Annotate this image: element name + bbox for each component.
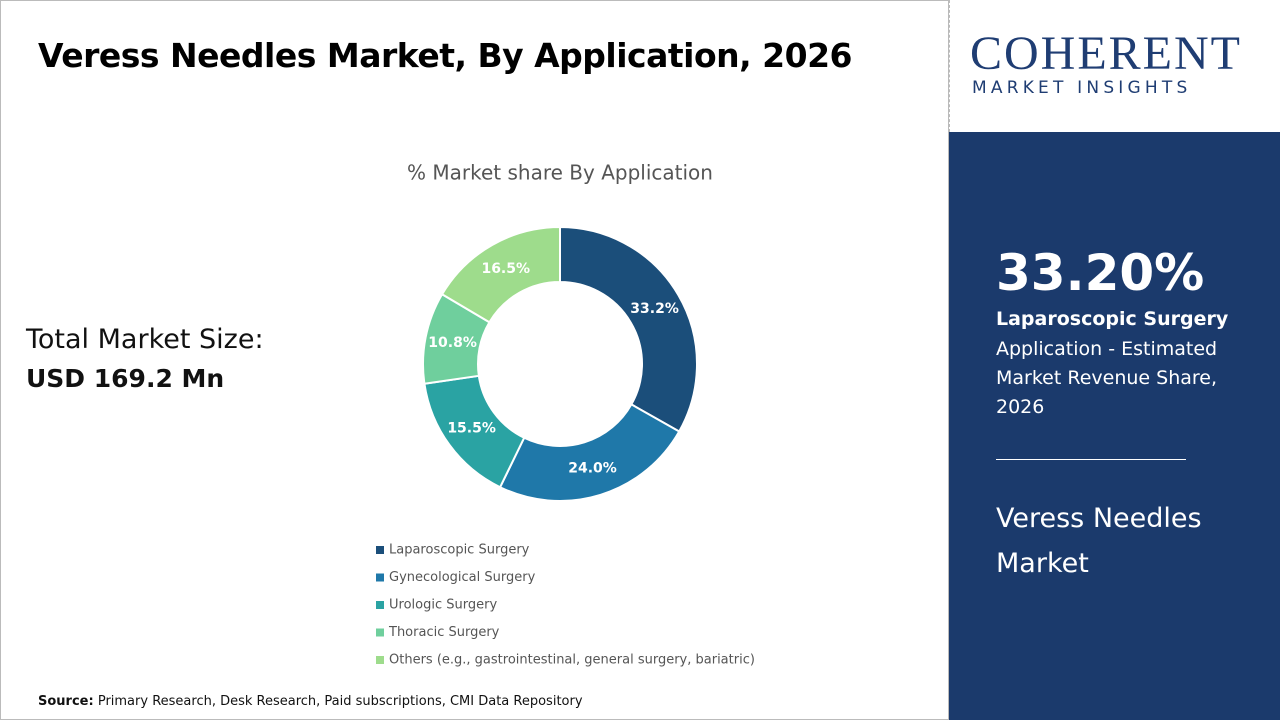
data-label: 15.5% (447, 421, 496, 437)
legend-swatch (376, 573, 384, 582)
divider (996, 459, 1186, 460)
sidebar: 33.20% Laparoscopic Surgery Application … (949, 132, 1280, 720)
highlight-segment: Laparoscopic Surgery (996, 308, 1229, 330)
source-text: Primary Research, Desk Research, Paid su… (97, 694, 583, 709)
logo-tagline: MARKET INSIGHTS (972, 78, 1192, 98)
data-label: 33.2% (630, 301, 679, 317)
data-label: 16.5% (481, 261, 530, 277)
legend-label: Thoracic Surgery (388, 625, 500, 640)
logo-name: COHERENT (970, 27, 1242, 80)
source-label: Source: (38, 694, 94, 709)
chart: % Market share By Application 33.2% 24.0%… (376, 161, 755, 668)
source: Source: Primary Research, Desk Research,… (38, 694, 583, 709)
donut-segment (440, 225, 561, 324)
logo: COHERENT MARKET INSIGHTS (949, 0, 1280, 132)
data-label: 24.0% (568, 461, 617, 477)
chart-title: % Market share By Application (407, 161, 713, 185)
data-label: 10.8% (428, 335, 477, 351)
legend-swatch (376, 601, 384, 609)
market-size-value: USD 169.2 Mn (26, 364, 225, 393)
highlight-description: Application - Estimated Market Revenue S… (996, 338, 1218, 418)
legend-label: Others (e.g., gastrointestinal, general … (389, 653, 755, 668)
highlight: 33.20% (996, 244, 1205, 302)
legend-label: Urologic Surgery (389, 598, 497, 613)
donut-segment (498, 403, 681, 502)
legend-swatch (376, 546, 384, 554)
market-size-label: Total Market Size: (26, 324, 264, 355)
legend-label: Laparoscopic Surgery (389, 543, 530, 558)
legend-swatch (376, 656, 384, 664)
market-name: Veress Needles Market (996, 503, 1202, 579)
donut-segment (559, 225, 698, 433)
page-title: Veress Needles Market, By Application, 2… (38, 36, 853, 75)
legend-label: Gynecological Surgery (389, 570, 536, 585)
legend-swatch (376, 628, 384, 637)
